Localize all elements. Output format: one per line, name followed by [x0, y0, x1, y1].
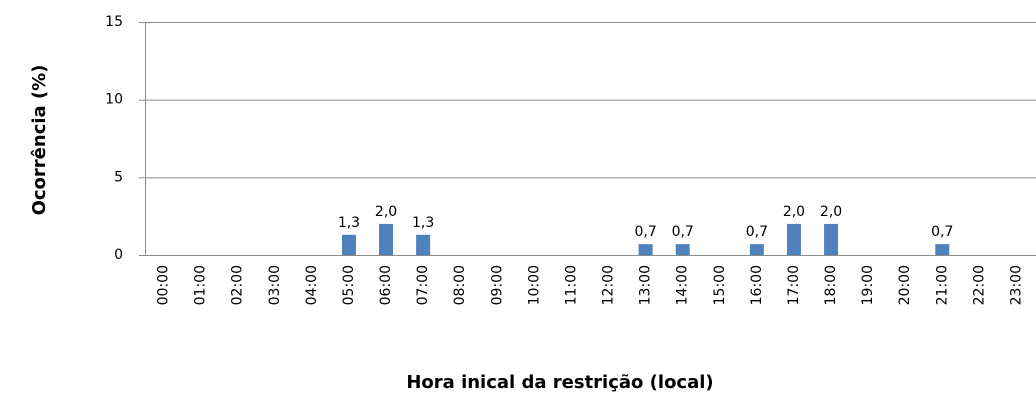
x-tick-label: 04:00 — [304, 265, 320, 305]
bar — [824, 223, 839, 255]
value-label: 0,7 — [931, 224, 953, 240]
x-tick-label: 20:00 — [897, 265, 913, 305]
x-tick-label: 00:00 — [156, 265, 172, 305]
y-tick-label: 15 — [105, 14, 123, 30]
x-tick-label: 12:00 — [601, 265, 617, 305]
bar — [341, 234, 356, 255]
value-label: 2,0 — [375, 204, 397, 220]
x-tick-label: 16:00 — [749, 265, 765, 305]
value-label: 1,3 — [338, 215, 360, 231]
y-tick-label: 5 — [114, 169, 123, 185]
value-label: 2,0 — [820, 204, 842, 220]
x-tick-label: 01:00 — [193, 265, 209, 305]
x-tick-label: 19:00 — [860, 265, 876, 305]
value-label: 2,0 — [783, 204, 805, 220]
bar — [935, 244, 950, 255]
value-label: 0,7 — [634, 224, 656, 240]
x-tick-label: 23:00 — [1008, 265, 1024, 305]
x-tick-label: 09:00 — [489, 265, 505, 305]
x-tick-label: 05:00 — [341, 265, 357, 305]
bar — [786, 223, 801, 255]
x-tick-label: 03:00 — [267, 265, 283, 305]
x-tick-label: 08:00 — [452, 265, 468, 305]
y-tick-label: 0 — [114, 247, 123, 263]
x-tick-label: 06:00 — [378, 265, 394, 305]
x-tick-label: 18:00 — [823, 265, 839, 305]
y-axis-title: Ocorrência (%) — [29, 65, 50, 216]
bar — [416, 234, 431, 255]
x-tick-label: 14:00 — [675, 265, 691, 305]
x-tick-label: 13:00 — [638, 265, 654, 305]
bar — [749, 244, 764, 255]
x-tick-label: 10:00 — [526, 265, 542, 305]
value-label: 0,7 — [746, 224, 768, 240]
x-axis-title: Hora inical da restrição (local) — [406, 372, 713, 393]
x-tick-label: 02:00 — [230, 265, 246, 305]
x-tick-label: 17:00 — [786, 265, 802, 305]
x-tick-label: 07:00 — [415, 265, 431, 305]
x-tick-label: 11:00 — [563, 265, 579, 305]
x-tick-label: 21:00 — [934, 265, 950, 305]
value-label: 0,7 — [672, 224, 694, 240]
bar — [638, 244, 653, 255]
bar — [379, 223, 394, 255]
bar — [675, 244, 690, 255]
y-tick-label: 10 — [105, 92, 123, 108]
value-label: 1,3 — [412, 215, 434, 231]
x-tick-label: 15:00 — [712, 265, 728, 305]
x-tick-label: 22:00 — [971, 265, 987, 305]
